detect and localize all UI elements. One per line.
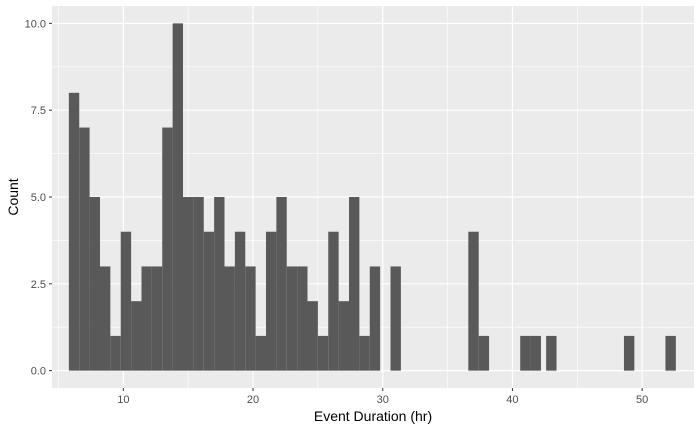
histogram-bar xyxy=(255,335,266,371)
histogram-bar xyxy=(214,197,225,371)
x-axis: 10 20 30 40 50 xyxy=(117,388,648,406)
histogram-bar xyxy=(530,335,541,371)
histogram-bar xyxy=(193,197,204,371)
histogram-bar xyxy=(162,127,173,371)
histogram-bar xyxy=(390,266,401,371)
y-tick-label: 7.5 xyxy=(31,105,46,117)
histogram-bar xyxy=(297,266,308,371)
histogram-bar xyxy=(546,335,557,371)
histogram-bar xyxy=(151,266,163,371)
histogram-bar xyxy=(317,335,329,371)
x-tick-label: 50 xyxy=(636,394,648,406)
histogram-bar xyxy=(245,266,256,371)
histogram-bar xyxy=(203,231,215,371)
histogram-bar xyxy=(286,266,298,371)
x-tick-label: 30 xyxy=(377,394,389,406)
histogram-bar xyxy=(131,301,142,371)
y-tick-label: 2.5 xyxy=(31,279,46,291)
histogram-bar xyxy=(99,266,111,371)
histogram-bar xyxy=(224,266,235,371)
histogram-bar xyxy=(349,197,360,371)
histogram-bar xyxy=(234,231,246,371)
histogram-bar xyxy=(266,231,277,371)
x-tick-label: 10 xyxy=(117,394,129,406)
histogram-bar xyxy=(68,92,80,371)
histogram-bar xyxy=(172,23,183,371)
y-tick-label: 0.0 xyxy=(31,366,46,378)
histogram-bar xyxy=(468,231,479,371)
y-axis-title: Count xyxy=(5,178,21,215)
histogram-bar xyxy=(520,335,531,371)
histogram-bar xyxy=(665,335,676,371)
histogram-bar xyxy=(89,197,100,371)
histogram-bar xyxy=(359,335,370,371)
x-axis-title: Event Duration (hr) xyxy=(314,408,432,424)
histogram-bar xyxy=(369,266,381,371)
histogram-bar xyxy=(276,197,287,371)
y-tick-label: 5.0 xyxy=(31,192,46,204)
y-axis: 0.0 2.5 5.0 7.5 10.0 xyxy=(25,18,52,378)
histogram-bar xyxy=(182,197,194,371)
histogram-bar xyxy=(307,301,318,371)
x-tick-label: 20 xyxy=(247,394,259,406)
histogram-bar xyxy=(110,335,121,371)
histogram-bar xyxy=(141,266,152,371)
y-tick-label: 10.0 xyxy=(25,18,46,30)
histogram-bar xyxy=(338,301,350,371)
histogram-bar xyxy=(79,127,90,371)
histogram-bars xyxy=(68,23,676,371)
histogram-bar xyxy=(478,335,490,371)
histogram-bar xyxy=(328,231,339,371)
histogram-bar xyxy=(120,231,132,371)
histogram-bar xyxy=(623,335,635,371)
x-tick-label: 40 xyxy=(506,394,518,406)
